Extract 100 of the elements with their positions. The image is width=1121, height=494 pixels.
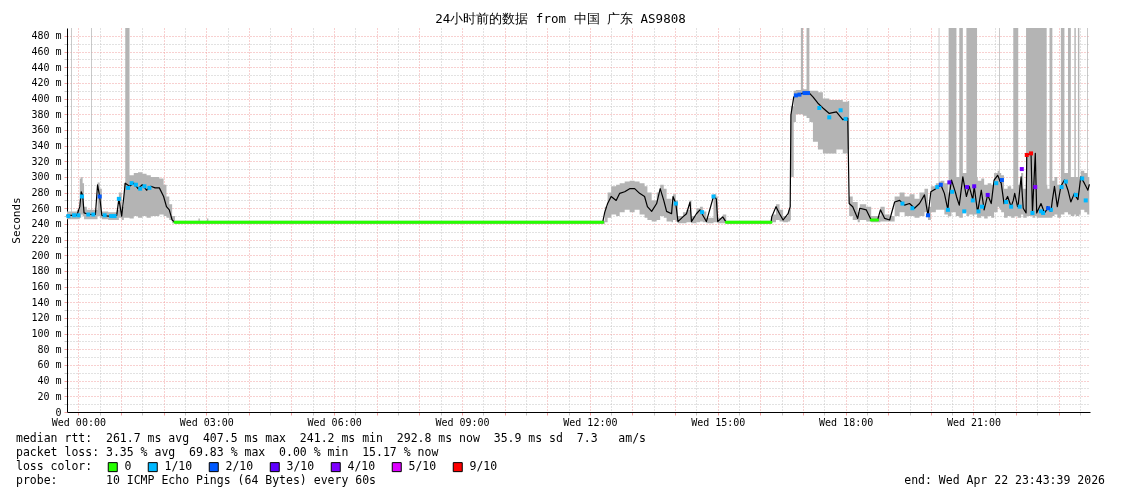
point (1059, 185, 1064, 190)
point (950, 189, 955, 194)
legend-label: 4/10 (347, 459, 376, 474)
y-tick-label: 220 m (31, 234, 62, 246)
point (827, 115, 832, 120)
text: packet loss: 3.35 % avg 69.83 % max 0.00 % min 15.17 % now (16, 445, 439, 459)
point (805, 91, 810, 96)
x-tick-label: Wed 21:00 (946, 416, 1002, 428)
y-tick-label: 340 m (31, 140, 62, 152)
point (970, 198, 975, 203)
text: median rtt: 261.7 ms avg 407.5 ms max 241.2 ms min 292.8 ms now 35.9 ms sd 7.3 am/s (16, 431, 647, 445)
x-tick-label: Wed 09:00 (435, 416, 490, 428)
y-tick-label: 80 m (37, 343, 62, 355)
y-tick-label: 200 m (31, 249, 62, 261)
point (1017, 204, 1022, 209)
point (109, 214, 114, 219)
y-tick-label: 100 m (31, 328, 62, 340)
legend-label: 0 (124, 459, 132, 474)
y-tick-label: 280 m (31, 187, 62, 199)
point (926, 213, 931, 218)
point (976, 209, 981, 214)
y-tick-label: 380 m (31, 108, 62, 120)
point (91, 212, 96, 217)
point (1024, 152, 1029, 157)
y-tick-label: 120 m (31, 312, 62, 324)
y-axis-title: Seconds (10, 197, 24, 244)
point (817, 105, 822, 110)
x-tick-label: Wed 15:00 (691, 416, 746, 428)
point (1004, 199, 1009, 204)
point (711, 194, 716, 199)
point (673, 201, 678, 206)
point (72, 213, 77, 218)
point (843, 116, 848, 121)
point (1033, 185, 1038, 190)
text: probe: 10 ICMP Echo Pings (64 Bytes) every 60s (16, 473, 377, 487)
point (138, 186, 143, 191)
y-tick-label: 300 m (31, 171, 62, 183)
y-tick-label: 40 m (37, 375, 62, 387)
point (700, 210, 705, 215)
y-tick-label: 160 m (31, 281, 62, 293)
point (945, 207, 950, 212)
point (999, 178, 1004, 183)
point (97, 194, 102, 199)
point (965, 185, 970, 190)
point (133, 182, 138, 187)
point (1029, 151, 1034, 156)
y-tick-label: 140 m (31, 296, 62, 308)
point (797, 92, 802, 97)
y-tick-label: 400 m (31, 93, 62, 105)
point (838, 108, 843, 113)
point (1019, 167, 1024, 172)
y-tick-label: 420 m (31, 77, 62, 89)
point (980, 204, 985, 209)
x-tick-label: Wed 03:00 (179, 416, 234, 428)
point (76, 213, 81, 218)
x-tick-label: Wed 12:00 (563, 416, 618, 428)
legend-label: 2/10 (225, 459, 254, 474)
point (1063, 179, 1068, 184)
point (116, 196, 121, 201)
point (86, 212, 91, 217)
x-tick-label: Wed 06:00 (307, 416, 362, 428)
point (147, 185, 152, 190)
point (1073, 192, 1078, 197)
text: end: Wed Apr 22 23:43:39 2026 (904, 473, 1105, 487)
y-tick-label: 60 m (37, 359, 62, 371)
point (985, 192, 990, 197)
legend-label: 5/10 (408, 459, 437, 474)
point (102, 213, 107, 218)
y-tick-label: 460 m (31, 46, 62, 58)
legend-label: 1/10 (164, 459, 193, 474)
chart-title: 24小时前的数据 from 中国 广东 AS9808 (435, 10, 686, 26)
point (962, 209, 967, 214)
x-tick-label: Wed 18:00 (819, 416, 874, 428)
y-tick-label: 480 m (31, 30, 62, 42)
y-tick-label: 240 m (31, 218, 62, 230)
point (126, 185, 131, 190)
point (112, 214, 117, 219)
legend-title: loss color: (16, 459, 93, 473)
point (1009, 204, 1014, 209)
y-tick-label: 20 m (37, 390, 62, 402)
point (1030, 210, 1035, 215)
legend-label: 3/10 (286, 459, 315, 474)
point (79, 194, 84, 199)
point (900, 201, 905, 206)
x-tick-label: Wed 00:00 (51, 416, 106, 428)
y-tick-label: 320 m (31, 155, 62, 167)
legend-label: 9/10 (469, 459, 498, 474)
point (1080, 176, 1085, 181)
point (910, 206, 915, 211)
y-tick-label: 260 m (31, 202, 62, 214)
y-tick-label: 180 m (31, 265, 62, 277)
y-tick-label: 440 m (31, 61, 62, 73)
point (1083, 198, 1088, 203)
point (129, 181, 134, 186)
point (994, 181, 999, 186)
point (972, 184, 977, 189)
point (947, 180, 952, 185)
y-tick-label: 0 (55, 406, 62, 418)
point (142, 184, 147, 189)
point (802, 91, 807, 96)
